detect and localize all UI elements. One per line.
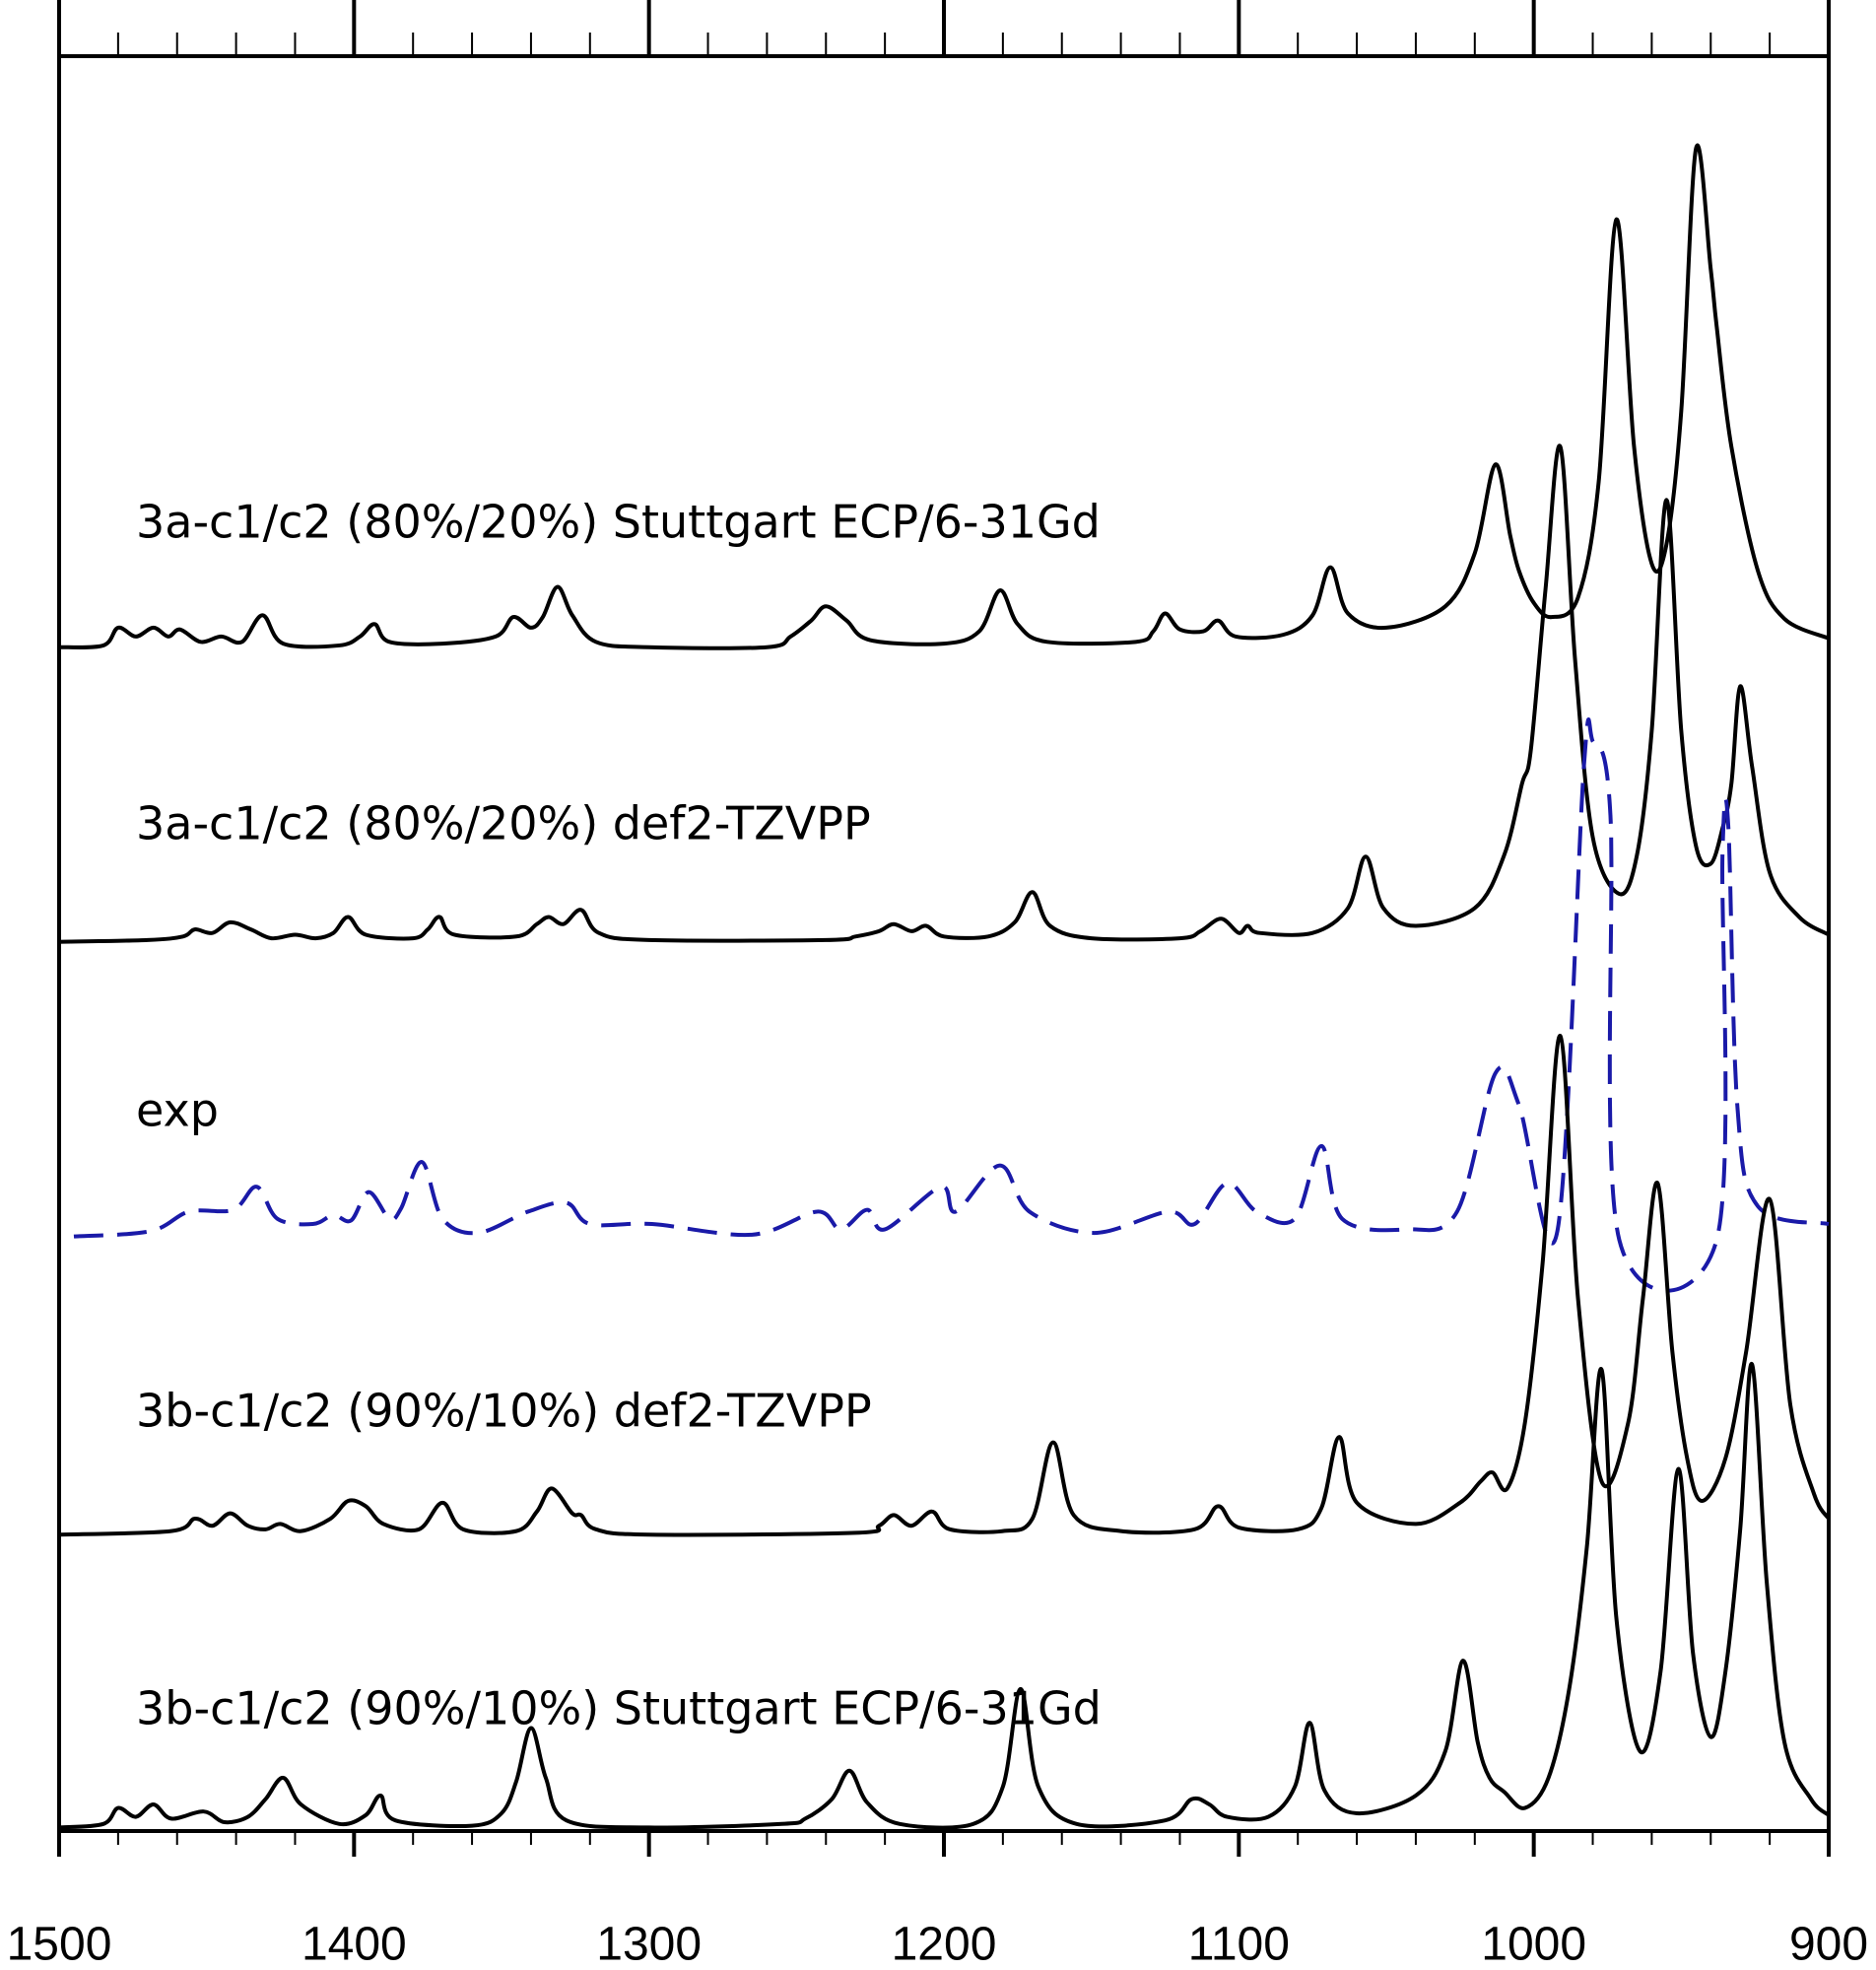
plot-frame xyxy=(57,54,1831,1833)
series-label: 3a-c1/c2 (80%/20%) def2-TZVPP xyxy=(136,797,871,850)
spectrum-line xyxy=(58,1362,1831,1830)
spectrum-line xyxy=(58,443,1831,944)
spectrum-line xyxy=(58,1034,1831,1537)
series-label: exp xyxy=(136,1084,219,1137)
x-tick-label: 1500 xyxy=(7,1919,112,1970)
series-label: 3b-c1/c2 (90%/10%) Stuttgart ECP/6-31Gd xyxy=(136,1682,1102,1735)
x-tick-label: 1200 xyxy=(892,1919,997,1970)
series-label: 3a-c1/c2 (80%/20%) Stuttgart ECP/6-31Gd xyxy=(136,496,1101,549)
x-tick-label: 900 xyxy=(1789,1919,1868,1970)
series-label: 3b-c1/c2 (90%/10%) def2-TZVPP xyxy=(136,1385,872,1438)
spectrum-line xyxy=(73,717,1830,1293)
x-tick-label: 1300 xyxy=(596,1919,702,1970)
x-tick-label: 1400 xyxy=(302,1919,407,1970)
spectrum-line xyxy=(58,143,1830,650)
x-tick-label: 1100 xyxy=(1188,1919,1290,1970)
x-tick-label: 1000 xyxy=(1481,1919,1586,1970)
